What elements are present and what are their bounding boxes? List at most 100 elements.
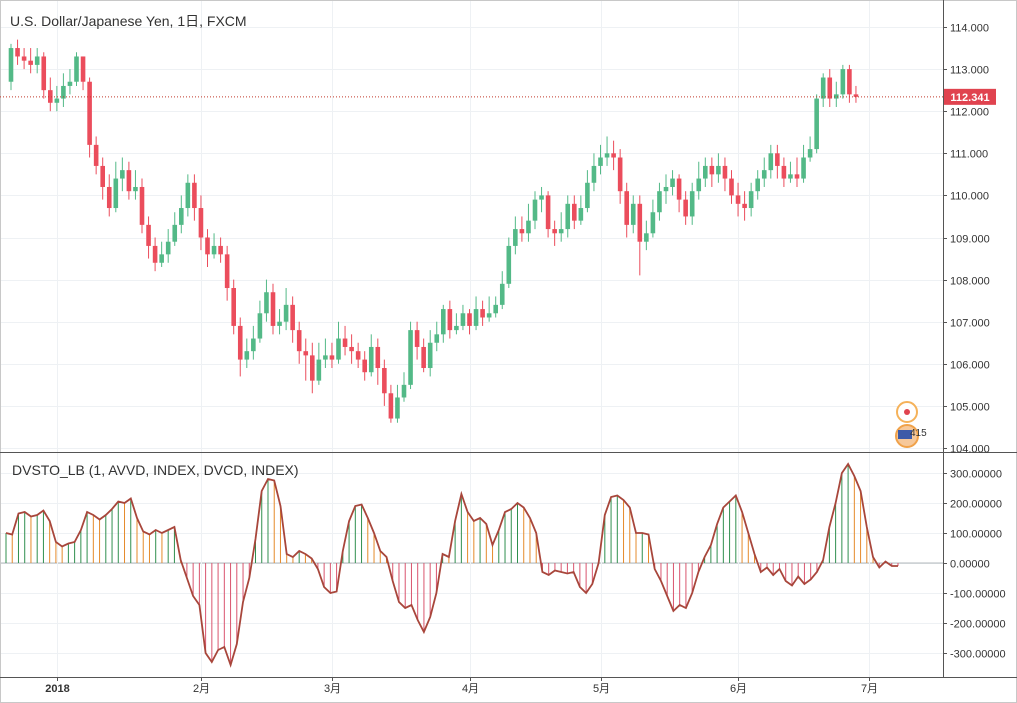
oscillator-series[interactable]: [5, 462, 899, 668]
price-candle[interactable]: [421, 338, 426, 373]
price-candle[interactable]: [572, 195, 577, 230]
price-candle[interactable]: [87, 77, 92, 158]
price-candle[interactable]: [565, 195, 571, 238]
price-candle[interactable]: [165, 229, 171, 263]
price-candle[interactable]: [244, 338, 250, 369]
price-candle[interactable]: [277, 309, 282, 335]
price-candle[interactable]: [486, 296, 492, 322]
price-candle[interactable]: [552, 220, 557, 246]
price-candle[interactable]: [834, 81, 839, 107]
events-badge[interactable]: 415: [895, 401, 927, 448]
price-candle[interactable]: [637, 195, 643, 276]
price-candle[interactable]: [617, 149, 623, 204]
price-candle[interactable]: [493, 296, 498, 318]
price-candle[interactable]: [578, 195, 584, 225]
price-candle[interactable]: [611, 140, 616, 171]
price-candle[interactable]: [139, 178, 145, 234]
price-candle[interactable]: [735, 182, 741, 217]
price-candle[interactable]: [48, 77, 53, 112]
price-candle[interactable]: [264, 279, 269, 322]
price-candle[interactable]: [676, 174, 682, 213]
price-candle[interactable]: [224, 245, 230, 301]
price-candle[interactable]: [644, 220, 649, 251]
price-candle[interactable]: [683, 191, 688, 225]
price-candle[interactable]: [342, 325, 348, 356]
price-candle[interactable]: [100, 157, 105, 200]
price-candle[interactable]: [172, 212, 178, 246]
price-candle[interactable]: [231, 279, 236, 335]
price-candle[interactable]: [598, 144, 603, 175]
price-candle[interactable]: [211, 233, 217, 259]
price-candle[interactable]: [781, 157, 787, 187]
price-candle[interactable]: [519, 216, 525, 242]
price-candle[interactable]: [480, 300, 485, 326]
price-candle[interactable]: [382, 359, 387, 406]
price-candle[interactable]: [375, 338, 381, 385]
price-candle[interactable]: [473, 296, 479, 331]
price-candle[interactable]: [742, 191, 747, 221]
price-candle[interactable]: [257, 300, 263, 343]
price-candle[interactable]: [198, 195, 204, 251]
price-candle[interactable]: [748, 182, 754, 217]
price-candle[interactable]: [270, 283, 276, 335]
price-candle[interactable]: [61, 73, 66, 107]
price-candle[interactable]: [689, 182, 695, 225]
price-candle[interactable]: [454, 313, 459, 335]
price-candle[interactable]: [532, 191, 538, 230]
price-candle[interactable]: [807, 136, 813, 162]
price-candle[interactable]: [329, 342, 335, 369]
price-candle[interactable]: [460, 304, 466, 331]
price-candle[interactable]: [696, 161, 702, 200]
price-candle[interactable]: [820, 73, 826, 107]
price-candle[interactable]: [414, 321, 420, 360]
price-candle[interactable]: [657, 182, 662, 221]
price-candle[interactable]: [28, 48, 33, 74]
price-candle[interactable]: [323, 338, 328, 369]
price-candle[interactable]: [106, 174, 112, 217]
price-candle[interactable]: [355, 342, 361, 369]
price-candle[interactable]: [650, 199, 656, 238]
price-candle[interactable]: [152, 237, 158, 272]
price-candle[interactable]: [362, 351, 367, 381]
price-candle[interactable]: [15, 39, 20, 65]
price-candle[interactable]: [126, 161, 132, 200]
price-candle[interactable]: [21, 48, 27, 70]
price-candle[interactable]: [336, 321, 341, 364]
price-candle[interactable]: [290, 296, 295, 343]
price-candle[interactable]: [120, 157, 125, 192]
price-candle[interactable]: [840, 64, 846, 99]
price-candle[interactable]: [585, 170, 590, 213]
price-candle[interactable]: [41, 52, 47, 99]
price-candles[interactable]: [8, 39, 859, 423]
price-candle[interactable]: [703, 157, 708, 187]
price-candle[interactable]: [788, 161, 793, 183]
price-candle[interactable]: [8, 43, 14, 91]
price-candle[interactable]: [296, 321, 302, 364]
price-candle[interactable]: [401, 372, 407, 402]
price-candle[interactable]: [408, 321, 413, 390]
price-candle[interactable]: [467, 309, 472, 335]
price-candle[interactable]: [506, 237, 512, 289]
price-candle[interactable]: [349, 334, 354, 364]
price-candle[interactable]: [368, 334, 374, 377]
price-candle[interactable]: [80, 56, 86, 91]
price-candle[interactable]: [539, 186, 544, 213]
price-candle[interactable]: [591, 153, 597, 192]
price-candle[interactable]: [303, 338, 309, 381]
price-candle[interactable]: [670, 170, 675, 196]
price-candle[interactable]: [133, 170, 138, 200]
price-candle[interactable]: [316, 342, 322, 385]
price-candle[interactable]: [526, 203, 531, 242]
price-candle[interactable]: [395, 384, 400, 423]
price-candle[interactable]: [185, 174, 191, 217]
price-candle[interactable]: [545, 191, 551, 238]
price-candle[interactable]: [761, 157, 767, 187]
price-candle[interactable]: [729, 170, 734, 204]
price-candle[interactable]: [427, 330, 433, 377]
price-candle[interactable]: [34, 48, 40, 74]
price-candle[interactable]: [768, 144, 774, 179]
price-candle[interactable]: [441, 304, 446, 343]
price-candle[interactable]: [237, 317, 243, 377]
price-candle[interactable]: [814, 94, 819, 154]
price-candle[interactable]: [205, 229, 210, 267]
